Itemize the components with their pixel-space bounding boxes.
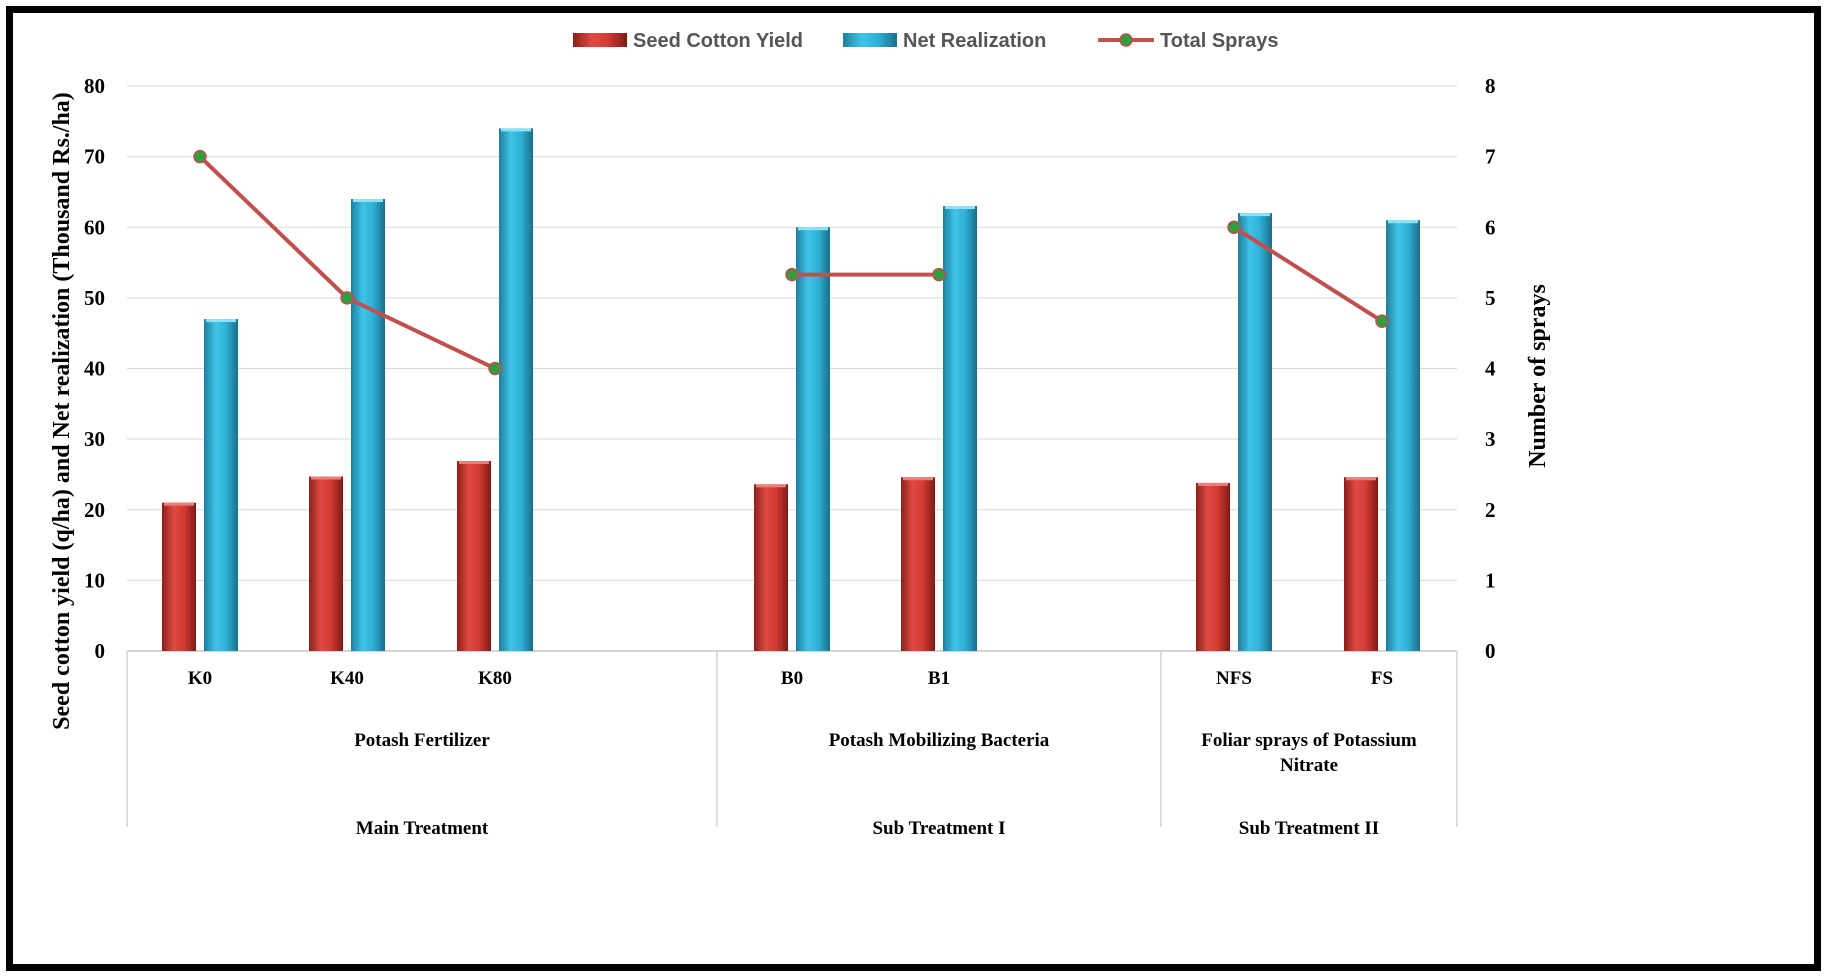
bar-net-realization — [204, 319, 238, 651]
bar-cap — [1388, 220, 1418, 224]
bar-cap — [1346, 477, 1376, 481]
legend-swatch — [573, 33, 627, 47]
bar-seed-cotton-yield — [162, 502, 196, 651]
bar-cap — [353, 199, 383, 202]
bar-cap — [459, 461, 489, 465]
bar-net-realization — [1238, 213, 1272, 651]
y-tick-label: 60 — [84, 215, 105, 239]
legend-label: Seed Cotton Yield — [633, 30, 803, 52]
bar-seed-cotton-yield — [901, 477, 935, 651]
y-tick-label: 20 — [84, 498, 105, 522]
sprays-point — [488, 361, 502, 376]
y2-axis-title: Number of sprays — [1525, 284, 1551, 468]
bar-net-realization — [499, 128, 533, 651]
bar-cap — [945, 206, 975, 210]
bar-cap — [798, 227, 828, 231]
category-label: FS — [1371, 668, 1393, 689]
y-tick-label: 40 — [84, 357, 105, 381]
bar-cap — [903, 477, 933, 481]
y-tick-label: 70 — [84, 145, 105, 169]
y2-tick-label: 4 — [1485, 357, 1496, 381]
chart-frame: 0 10 20 30 40 50 60 70 80 0 1 2 3 4 5 6 7 8 K0 K40 K80 B0 B1 N… — [6, 6, 1821, 971]
sprays-point — [932, 267, 946, 282]
group-label: Nitrate — [1280, 755, 1338, 776]
legend-swatch — [843, 33, 897, 47]
bar-cap — [206, 319, 236, 323]
group-label: Potash Mobilizing Bacteria — [829, 730, 1050, 751]
treatment-label: Main Treatment — [356, 818, 489, 839]
y2-tick-label: 7 — [1485, 145, 1496, 169]
bar-cap — [756, 484, 786, 488]
treatment-label: Sub Treatment I — [872, 818, 1005, 839]
y-tick-label: 50 — [84, 286, 105, 310]
y-axis-title: Seed cotton yield (q/ha) and Net realiza… — [49, 92, 75, 730]
y2-tick-label: 8 — [1485, 74, 1496, 98]
bar-net-realization — [943, 206, 977, 651]
bar-seed-cotton-yield — [754, 484, 788, 651]
y-tick-label: 10 — [84, 568, 105, 592]
bar-seed-cotton-yield — [1196, 482, 1230, 651]
category-label: K0 — [188, 668, 212, 689]
legend-label: Total Sprays — [1160, 30, 1279, 52]
combo-chart: 0 10 20 30 40 50 60 70 80 0 1 2 3 4 5 6 7 8 K0 K40 K80 B0 B1 N… — [49, 30, 1551, 839]
treatment-label: Sub Treatment II — [1239, 818, 1379, 839]
category-label: B1 — [928, 668, 950, 689]
y-tick-label: 80 — [84, 74, 105, 98]
bar-cap — [311, 476, 341, 480]
y2-tick-label: 5 — [1485, 286, 1496, 310]
y2-tick-label: 0 — [1485, 639, 1496, 663]
group-label: Foliar sprays of Potassium — [1201, 730, 1417, 751]
bar-cap — [501, 128, 531, 132]
bar-seed-cotton-yield — [1344, 477, 1378, 651]
y-tick-label: 0 — [95, 639, 106, 663]
sprays-line — [198, 155, 496, 371]
sprays-point — [785, 267, 799, 282]
y-tick-label: 30 — [84, 427, 105, 451]
group-label: Potash Fertilizer — [354, 730, 490, 751]
bar-cap — [1198, 482, 1228, 486]
sprays-point — [1227, 220, 1241, 234]
y2-tick-label: 2 — [1485, 498, 1496, 522]
bar-cap — [164, 502, 194, 506]
bar-cap — [1240, 213, 1270, 217]
sprays-point — [193, 149, 207, 164]
y2-tick-label: 6 — [1485, 215, 1496, 239]
sprays-line — [1232, 225, 1384, 323]
bar-seed-cotton-yield — [457, 461, 491, 651]
y2-tick-label: 3 — [1485, 427, 1496, 451]
legend-label: Net Realization — [903, 30, 1046, 52]
y2-tick-label: 1 — [1485, 568, 1496, 592]
sprays-point — [340, 291, 354, 305]
category-label: K80 — [478, 668, 512, 689]
bar-seed-cotton-yield — [309, 476, 343, 651]
bar-net-realization — [796, 227, 830, 651]
sprays-point — [1375, 314, 1389, 328]
legend-marker — [1119, 33, 1133, 47]
bar-net-realization — [1386, 220, 1420, 651]
category-label: K40 — [330, 668, 364, 689]
bar-net-realization — [351, 199, 385, 651]
category-label: B0 — [781, 668, 803, 689]
category-label: NFS — [1216, 668, 1252, 689]
